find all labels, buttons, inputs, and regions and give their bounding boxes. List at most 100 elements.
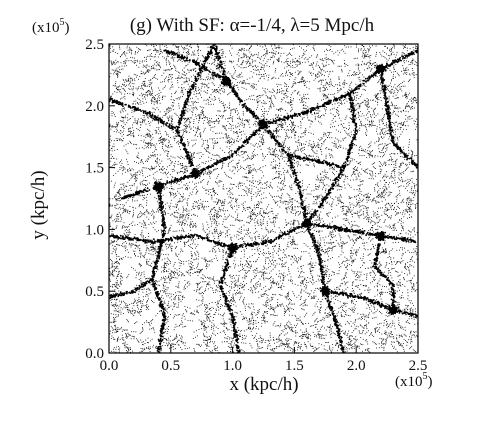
particle-point	[265, 53, 267, 55]
particle-point	[309, 154, 311, 156]
particle-point	[410, 107, 412, 109]
particle-point	[291, 159, 293, 161]
particle-point	[358, 149, 360, 151]
particle-point	[164, 187, 166, 189]
particle-point	[131, 312, 133, 314]
particle-point	[119, 270, 120, 272]
particle-point	[119, 197, 121, 199]
particle-point	[286, 210, 288, 212]
particle-point	[303, 309, 305, 311]
particle-point	[257, 192, 259, 194]
particle-point	[156, 231, 158, 233]
particle-point	[192, 320, 194, 322]
particle-point	[141, 147, 143, 149]
particle-point	[145, 295, 147, 297]
particle-point	[226, 292, 228, 294]
particle-point	[324, 242, 325, 244]
particle-point	[407, 125, 409, 127]
particle-point	[301, 144, 303, 145]
particle-point	[170, 270, 172, 272]
particle-point	[222, 48, 224, 50]
particle-point	[331, 137, 333, 139]
particle-point	[386, 125, 388, 127]
particle-point	[322, 143, 324, 145]
particle-point	[248, 64, 250, 66]
particle-point	[116, 91, 118, 93]
particle-point	[398, 90, 400, 92]
particle-point	[244, 317, 246, 319]
particle-point	[393, 322, 395, 324]
particle-point	[145, 250, 147, 252]
particle-point	[257, 54, 259, 56]
particle-point	[183, 209, 185, 211]
particle-point	[406, 280, 408, 282]
particle-point	[395, 163, 397, 165]
particle-point	[181, 335, 183, 337]
particle-point	[262, 55, 264, 56]
particle-point	[157, 202, 159, 204]
particle-point	[266, 184, 268, 186]
particle-point	[123, 108, 125, 110]
particle-point	[315, 112, 317, 114]
particle-point	[309, 126, 311, 128]
particle-point	[305, 128, 307, 130]
particle-point	[246, 44, 248, 46]
particle-point	[153, 212, 155, 214]
particle-point	[393, 110, 395, 112]
particle-point	[110, 205, 112, 207]
particle-point	[318, 213, 320, 215]
particle-point	[147, 145, 149, 146]
particle-point	[343, 243, 345, 245]
particle-point	[303, 153, 305, 154]
particle-point	[317, 215, 319, 217]
particle-point	[388, 262, 390, 264]
particle-point	[175, 69, 177, 71]
particle-point	[142, 66, 144, 68]
particle-point	[363, 150, 365, 152]
particle-point	[138, 86, 140, 88]
particle-point	[275, 215, 277, 217]
particle-point	[322, 182, 324, 184]
particle-point	[370, 174, 372, 176]
particle-point	[222, 85, 224, 87]
particle-point	[201, 114, 203, 116]
particle-point	[200, 322, 202, 324]
particle-point	[258, 245, 260, 247]
particle-point	[208, 213, 210, 215]
particle-point	[319, 319, 321, 321]
particle-point	[381, 118, 383, 120]
particle-point	[237, 122, 239, 124]
particle-point	[148, 90, 150, 92]
particle-point	[363, 253, 365, 255]
particle-point	[240, 270, 242, 271]
particle-point	[124, 168, 126, 170]
particle-point	[335, 344, 337, 346]
particle-point	[197, 89, 199, 91]
particle-point	[197, 52, 199, 54]
particle-point	[266, 225, 268, 226]
particle-point	[373, 305, 375, 307]
particle-point	[386, 312, 388, 314]
particle-point	[270, 339, 272, 341]
particle-point	[240, 80, 242, 82]
particle-point	[405, 263, 406, 265]
particle-point	[393, 66, 395, 68]
particle-point	[276, 86, 278, 88]
particle-point	[225, 132, 227, 134]
particle-point	[147, 183, 149, 185]
particle-point	[127, 351, 129, 353]
particle-point	[405, 304, 407, 306]
particle-point	[303, 272, 305, 274]
particle-point	[338, 345, 339, 347]
particle-point	[114, 325, 115, 327]
particle-point	[205, 276, 207, 278]
particle-point	[368, 207, 369, 209]
particle-point	[192, 205, 194, 207]
particle-point	[160, 51, 161, 53]
particle-point	[146, 248, 148, 250]
particle-point	[201, 204, 203, 205]
particle-point	[138, 274, 140, 276]
particle-point	[120, 86, 122, 88]
particle-point	[353, 343, 355, 344]
particle-point	[409, 309, 411, 311]
